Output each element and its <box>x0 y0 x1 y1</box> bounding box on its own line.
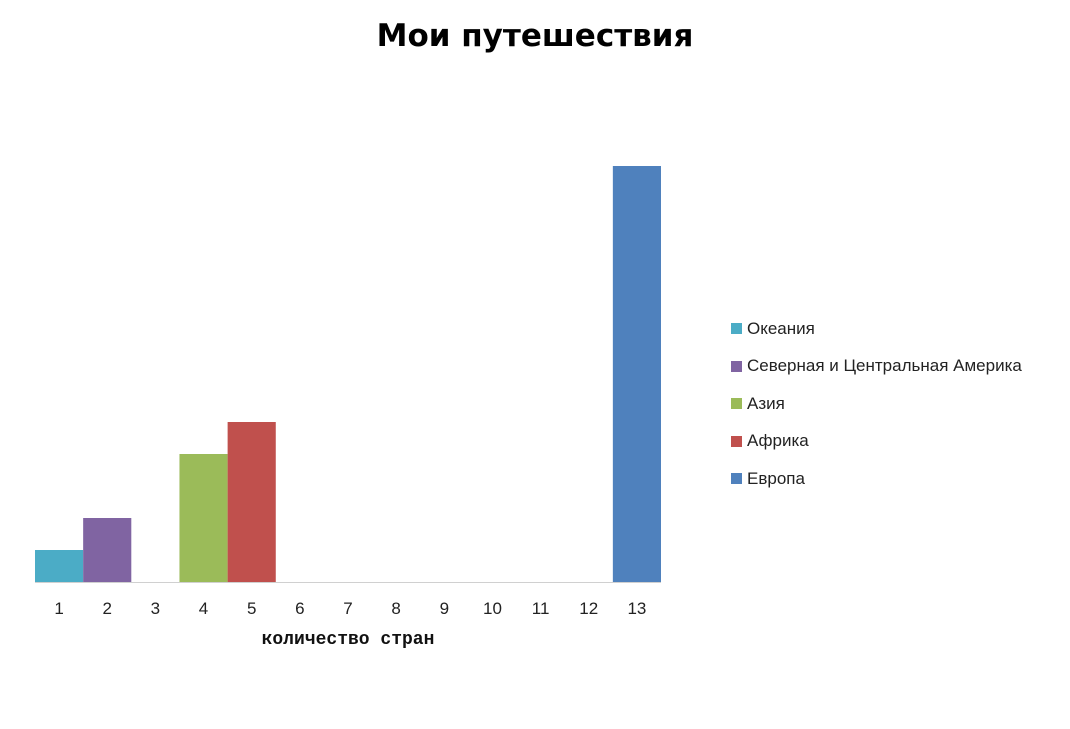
bar-4 <box>179 454 228 582</box>
legend-label: Африка <box>747 431 809 451</box>
legend-item: Океания <box>731 310 1022 348</box>
legend-label: Океания <box>747 318 815 338</box>
x-tick-label: 3 <box>151 599 160 618</box>
x-tick-label: 7 <box>343 599 352 618</box>
bar-5 <box>227 422 276 582</box>
legend-item: Северная и Центральная Америка <box>731 348 1022 386</box>
legend-swatch <box>731 323 742 335</box>
x-axis-label: количество стран <box>262 630 435 650</box>
x-tick-label: 10 <box>483 599 502 618</box>
x-tick-labels: 1 2 3 4 5 6 7 8 9 10 11 12 13 <box>54 599 646 618</box>
legend-swatch <box>731 398 742 410</box>
x-tick-label: 6 <box>295 599 304 618</box>
x-tick-label: 2 <box>102 599 111 618</box>
legend-swatch <box>731 435 742 447</box>
bar-2 <box>83 518 132 582</box>
x-tick-label: 5 <box>247 599 256 618</box>
x-tick-label: 11 <box>532 599 550 618</box>
legend-label: Северная и Центральная Америка <box>747 356 1022 376</box>
legend-swatch <box>731 473 742 485</box>
legend: Океания Северная и Центральная Америка Ази… <box>731 310 1022 498</box>
legend-swatch <box>731 360 742 372</box>
x-tick-label: 4 <box>199 599 208 618</box>
bar-1 <box>35 550 84 582</box>
x-tick-label: 1 <box>54 599 63 618</box>
legend-label: Европа <box>747 468 805 488</box>
legend-label: Азия <box>747 393 785 413</box>
bar-13 <box>612 166 661 582</box>
legend-item: Африка <box>731 423 1022 461</box>
x-tick-label: 12 <box>579 599 598 618</box>
legend-item: Азия <box>731 385 1022 423</box>
x-tick-label: 8 <box>391 599 400 618</box>
legend-item: Европа <box>731 460 1022 498</box>
bars-layer <box>35 166 661 582</box>
x-tick-label: 9 <box>440 599 449 618</box>
chart-title: Мои путешествия <box>376 18 694 54</box>
x-tick-label: 13 <box>627 599 646 618</box>
